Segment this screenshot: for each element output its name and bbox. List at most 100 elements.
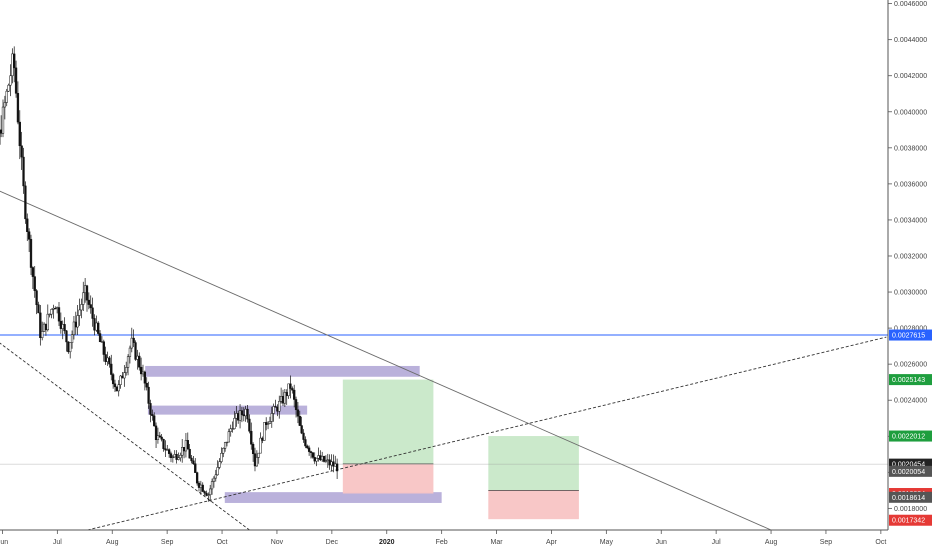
candle-body bbox=[74, 321, 77, 328]
time-tick-label: Aug bbox=[106, 539, 119, 546]
candle-body bbox=[132, 337, 135, 343]
price-tag-background bbox=[889, 491, 932, 503]
candle-body bbox=[63, 324, 66, 332]
candle-body bbox=[5, 90, 8, 103]
trend-line-2 bbox=[0, 342, 250, 531]
candle-body bbox=[298, 415, 301, 426]
candle-body bbox=[233, 417, 236, 429]
candle-body bbox=[87, 299, 91, 305]
candle-body bbox=[18, 121, 21, 147]
candle-body bbox=[242, 414, 245, 417]
candle-body bbox=[89, 304, 92, 309]
level-zone bbox=[147, 405, 308, 415]
candle-body bbox=[328, 459, 331, 466]
candle-body bbox=[69, 342, 72, 353]
candle-body bbox=[156, 435, 160, 440]
candle-body bbox=[72, 321, 76, 335]
candle-body bbox=[11, 53, 14, 77]
candle-body bbox=[61, 324, 64, 329]
price-tags: 0.00276150.00251430.00220120.00204540.00… bbox=[889, 329, 932, 526]
candle-body bbox=[42, 323, 46, 332]
candle-body bbox=[160, 436, 163, 440]
candle-body bbox=[57, 307, 61, 322]
trend-line-3 bbox=[87, 336, 887, 531]
candle-body bbox=[319, 455, 322, 461]
time-tick-label: Feb bbox=[436, 539, 448, 546]
candle-body bbox=[173, 454, 176, 458]
candle-body bbox=[307, 447, 311, 452]
candle-body bbox=[113, 383, 117, 388]
candle-body bbox=[182, 447, 186, 452]
candle-body bbox=[237, 413, 240, 421]
candle-body bbox=[136, 355, 139, 360]
time-tick-label: Nov bbox=[271, 539, 284, 546]
candle-body bbox=[296, 409, 300, 417]
price-tick-label: 0.0038000 bbox=[894, 145, 927, 152]
candle-body bbox=[309, 451, 313, 453]
candle-body bbox=[216, 467, 219, 476]
candle-body bbox=[166, 449, 169, 451]
candle-body bbox=[276, 407, 279, 412]
candle-body bbox=[26, 218, 29, 232]
candle-body bbox=[263, 422, 266, 441]
candle-body bbox=[268, 421, 272, 424]
candle-body bbox=[121, 375, 124, 379]
candle-body bbox=[291, 388, 294, 391]
candle-body bbox=[76, 315, 79, 328]
candle-body bbox=[231, 428, 234, 430]
price-tick-label: 0.0046000 bbox=[894, 1, 927, 8]
candle-body bbox=[41, 331, 44, 338]
candle-body bbox=[128, 347, 132, 357]
price-tag-background bbox=[889, 374, 932, 386]
candle-body bbox=[332, 461, 335, 467]
candle-body bbox=[27, 231, 31, 240]
candle-body bbox=[80, 304, 83, 311]
candle-body bbox=[91, 307, 94, 319]
candle-body bbox=[281, 396, 285, 404]
candle-body bbox=[102, 341, 105, 355]
candle-body bbox=[311, 452, 315, 458]
candle-body bbox=[59, 320, 63, 329]
candle-body bbox=[294, 399, 298, 411]
time-tick-label: 2020 bbox=[379, 539, 395, 546]
candle-body bbox=[7, 84, 10, 92]
candle-body bbox=[147, 386, 150, 404]
candle-body bbox=[119, 375, 122, 385]
candle-body bbox=[111, 374, 115, 385]
candle-body bbox=[78, 309, 81, 316]
time-tick-label: May bbox=[600, 539, 614, 546]
candle-body bbox=[186, 440, 189, 450]
candle-body bbox=[95, 322, 98, 331]
candle-body bbox=[110, 363, 113, 375]
candle-body bbox=[117, 384, 120, 392]
candle-body bbox=[181, 447, 184, 456]
candle-body bbox=[192, 460, 195, 465]
candle-body bbox=[214, 474, 217, 479]
candle-body bbox=[3, 102, 7, 108]
candle-body bbox=[272, 406, 275, 414]
lines-layer bbox=[0, 190, 888, 531]
price-tick-label: 0.0036000 bbox=[894, 181, 927, 188]
time-tick-label: Jul bbox=[53, 539, 62, 546]
candle-body bbox=[334, 463, 337, 467]
price-tag-background bbox=[889, 514, 932, 526]
candle-body bbox=[106, 357, 109, 362]
candle-body bbox=[240, 410, 244, 415]
candle-body bbox=[167, 449, 171, 454]
candle-body bbox=[138, 355, 141, 368]
candle-body bbox=[293, 389, 296, 400]
candle-body bbox=[70, 334, 74, 343]
candle-body bbox=[322, 456, 326, 462]
time-axis[interactable]: Jun Jul Aug Sep Oct Nov Dec 2020 Feb Mar Apr May Jun… bbox=[0, 530, 886, 546]
candle-body bbox=[330, 461, 333, 466]
time-tick-label: Apr bbox=[546, 539, 558, 546]
candle-body bbox=[123, 372, 126, 379]
candle-body bbox=[199, 484, 203, 488]
candle-body bbox=[52, 307, 55, 310]
candle-body bbox=[274, 406, 277, 408]
price-tag-label: 0.0018614 bbox=[892, 495, 925, 502]
candle-body bbox=[169, 453, 173, 458]
zones-layer bbox=[145, 365, 579, 520]
candle-body bbox=[289, 383, 292, 389]
